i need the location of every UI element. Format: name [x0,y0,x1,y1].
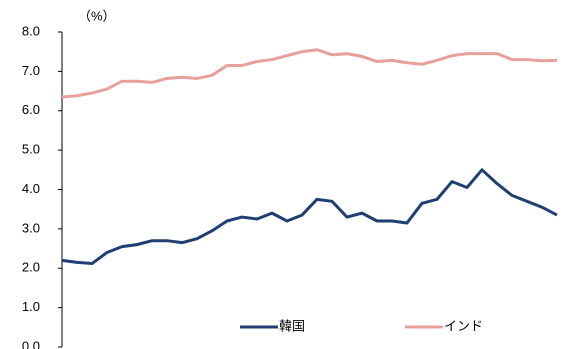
y-tick-label: 2.0 [22,260,40,275]
legend-label: 韓国 [279,318,305,333]
unit-label: （%） [78,8,116,23]
series-line [61,168,558,266]
y-tick-label: 6.0 [22,102,40,117]
y-tick-label: 1.0 [22,299,40,314]
series-line [61,48,558,99]
y-tick-label: 4.0 [22,181,40,196]
y-tick-label: 8.0 [22,23,40,38]
legend-label: インド [444,318,483,333]
y-tick-label: 7.0 [22,63,40,78]
y-tick-label: 3.0 [22,220,40,235]
y-tick-label: 0.0 [22,338,40,349]
y-tick-label: 5.0 [22,142,40,157]
